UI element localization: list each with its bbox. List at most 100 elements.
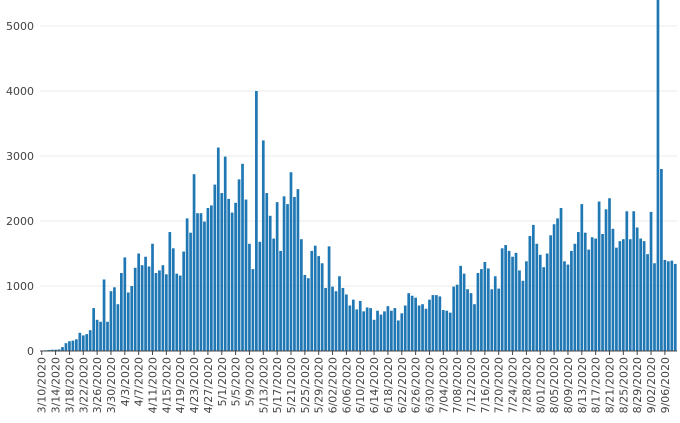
bar — [649, 211, 653, 351]
bar — [552, 224, 556, 351]
bar — [92, 308, 96, 351]
bar — [379, 314, 383, 351]
bar — [466, 289, 469, 351]
x-tick-label: 6/22/2020 — [396, 357, 409, 413]
bar — [369, 308, 372, 351]
bar — [296, 189, 300, 351]
bar — [206, 208, 210, 351]
bar — [144, 256, 147, 351]
bar — [237, 179, 241, 351]
bar — [358, 300, 362, 351]
bar — [282, 196, 286, 351]
y-tick-label: 2000 — [6, 215, 34, 228]
bar — [604, 209, 608, 351]
bar — [563, 261, 566, 351]
bar — [120, 273, 123, 351]
bar — [109, 291, 113, 351]
bar — [493, 276, 497, 351]
bar — [514, 252, 518, 351]
bar — [275, 202, 279, 351]
bar — [293, 196, 296, 351]
bar — [441, 310, 445, 351]
x-tick-label: 6/30/2020 — [423, 357, 436, 413]
bar — [272, 238, 276, 351]
bar — [673, 263, 677, 351]
bar — [140, 265, 144, 351]
x-tick-label: 8/29/2020 — [631, 357, 644, 413]
x-tick-label: 5/1/2020 — [216, 357, 229, 406]
bar — [611, 228, 615, 351]
bar — [126, 292, 130, 351]
y-tick-label: 1000 — [6, 280, 34, 293]
bar — [289, 172, 293, 351]
x-tick-label: 7/12/2020 — [465, 357, 478, 413]
bar — [248, 243, 251, 351]
x-tick-label: 4/19/2020 — [174, 357, 187, 413]
bar — [151, 243, 154, 351]
bar — [57, 349, 61, 352]
bar — [223, 156, 227, 351]
x-tick-label: 5/29/2020 — [313, 357, 326, 413]
bar — [182, 251, 186, 351]
bar — [116, 304, 120, 351]
bar — [462, 273, 466, 351]
bar — [313, 245, 317, 351]
bar — [414, 297, 417, 351]
bar — [75, 339, 78, 351]
bar — [500, 248, 504, 351]
bar — [435, 295, 438, 351]
bar — [473, 304, 476, 351]
bar — [78, 332, 82, 351]
bar — [639, 238, 642, 351]
bar — [216, 147, 220, 351]
bar — [338, 276, 341, 351]
x-tick-label: 6/14/2020 — [368, 357, 381, 413]
bar — [106, 321, 109, 351]
bar — [244, 199, 248, 351]
bar — [317, 256, 321, 351]
bar — [656, 0, 660, 351]
x-tick-label: 4/23/2020 — [188, 357, 201, 413]
x-tick-label: 8/05/2020 — [548, 357, 561, 413]
bar — [615, 247, 618, 351]
bar — [130, 286, 134, 351]
bar — [417, 305, 421, 351]
x-tick-label: 6/10/2020 — [354, 357, 367, 413]
bar — [372, 319, 376, 351]
bar — [306, 278, 310, 351]
bar — [587, 249, 591, 351]
x-tick-label: 8/01/2020 — [534, 357, 547, 413]
bar — [390, 310, 393, 351]
bar — [241, 163, 244, 351]
x-tick-label: 4/11/2020 — [147, 357, 160, 413]
bar — [507, 250, 511, 351]
bar — [403, 305, 407, 351]
bar — [95, 319, 99, 351]
bar — [559, 208, 563, 351]
bar — [334, 291, 338, 351]
bar — [189, 232, 192, 351]
bars — [40, 0, 677, 352]
bar — [165, 274, 168, 351]
x-tick-label: 5/9/2020 — [243, 357, 256, 406]
bar — [531, 224, 535, 351]
bar — [448, 312, 452, 351]
bar — [300, 239, 303, 351]
bar — [320, 263, 324, 351]
bar — [410, 295, 414, 351]
bar — [376, 310, 379, 351]
bar — [258, 241, 262, 351]
x-tick-label: 4/15/2020 — [160, 357, 173, 413]
bar — [227, 198, 231, 351]
bar — [452, 286, 456, 351]
bar — [653, 263, 656, 351]
bar — [199, 213, 203, 351]
bar — [286, 204, 289, 351]
bar — [421, 304, 424, 351]
bar — [102, 279, 106, 351]
x-tick-label: 3/22/2020 — [77, 357, 90, 413]
bar — [601, 234, 604, 351]
bar — [81, 335, 85, 351]
bar — [538, 254, 542, 351]
